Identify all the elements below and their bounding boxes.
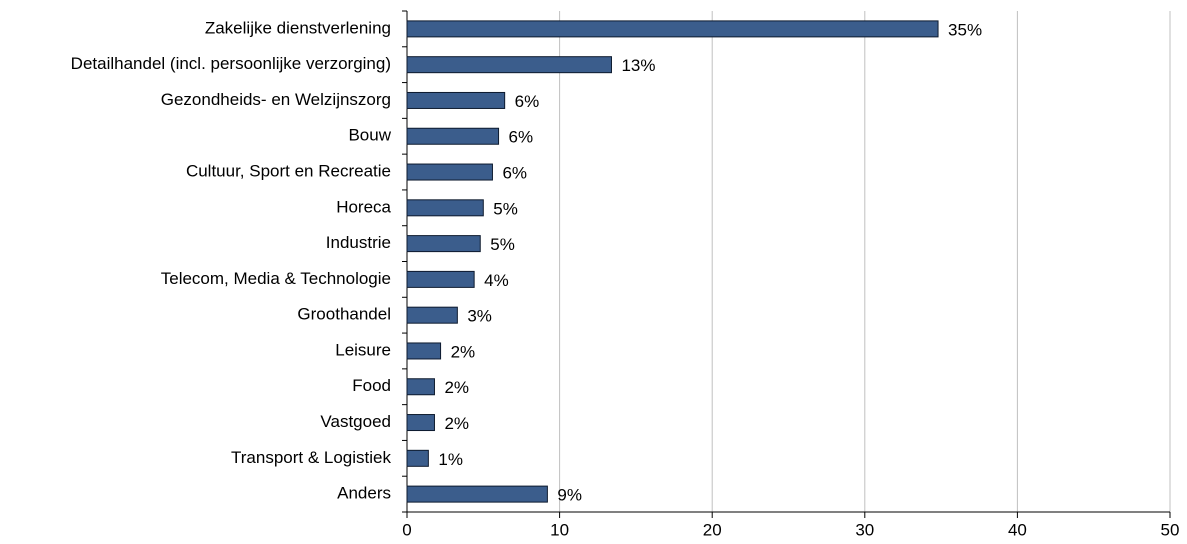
x-tick-label: 40	[1008, 520, 1027, 539]
bar	[406, 235, 481, 253]
x-tick-label: 50	[1161, 520, 1180, 539]
bar	[406, 306, 458, 324]
data-label: 6%	[515, 92, 540, 111]
data-label: 13%	[621, 56, 655, 75]
bar	[406, 56, 612, 74]
data-label: 5%	[493, 199, 518, 218]
y-tick-label: Gezondheids- en Welzijnszorg	[161, 90, 391, 109]
y-tick-label: Groothandel	[297, 305, 391, 324]
data-label: 6%	[502, 164, 527, 183]
data-label: 35%	[948, 20, 982, 39]
y-tick-label: Leisure	[335, 340, 391, 359]
y-tick-label: Vastgoed	[320, 412, 391, 431]
data-label: 4%	[484, 271, 509, 290]
y-tick-label: Food	[352, 376, 391, 395]
bar	[406, 414, 435, 432]
y-tick-label: Industrie	[326, 233, 391, 252]
bar	[406, 485, 548, 503]
bar	[406, 127, 500, 145]
data-label: 1%	[438, 450, 463, 469]
bar	[406, 449, 429, 467]
bar	[406, 342, 442, 360]
x-tick-label: 30	[855, 520, 874, 539]
x-tick-label: 20	[703, 520, 722, 539]
y-tick-label: Anders	[337, 484, 391, 503]
data-label: 2%	[444, 414, 469, 433]
bar	[406, 270, 475, 288]
bar	[406, 378, 435, 396]
data-label: 5%	[490, 235, 515, 254]
y-tick-label: Detailhandel (incl. persoonlijke verzorg…	[71, 54, 391, 73]
y-tick-label: Horeca	[336, 197, 391, 216]
bar	[406, 20, 939, 38]
y-tick-label: Bouw	[348, 126, 391, 145]
x-tick-label: 0	[402, 520, 411, 539]
data-label: 2%	[451, 342, 476, 361]
y-tick-label: Zakelijke dienstverlening	[205, 18, 391, 37]
y-tick-label: Transport & Logistiek	[231, 448, 391, 467]
y-tick-label: Telecom, Media & Technologie	[161, 269, 391, 288]
bar	[406, 91, 506, 109]
data-label: 2%	[444, 378, 469, 397]
data-label: 6%	[509, 128, 534, 147]
bar	[406, 199, 484, 217]
y-tick-label: Cultuur, Sport en Recreatie	[186, 162, 391, 181]
x-tick-label: 10	[550, 520, 569, 539]
data-label: 9%	[557, 486, 582, 505]
bar	[406, 163, 493, 181]
data-label: 3%	[467, 307, 492, 326]
